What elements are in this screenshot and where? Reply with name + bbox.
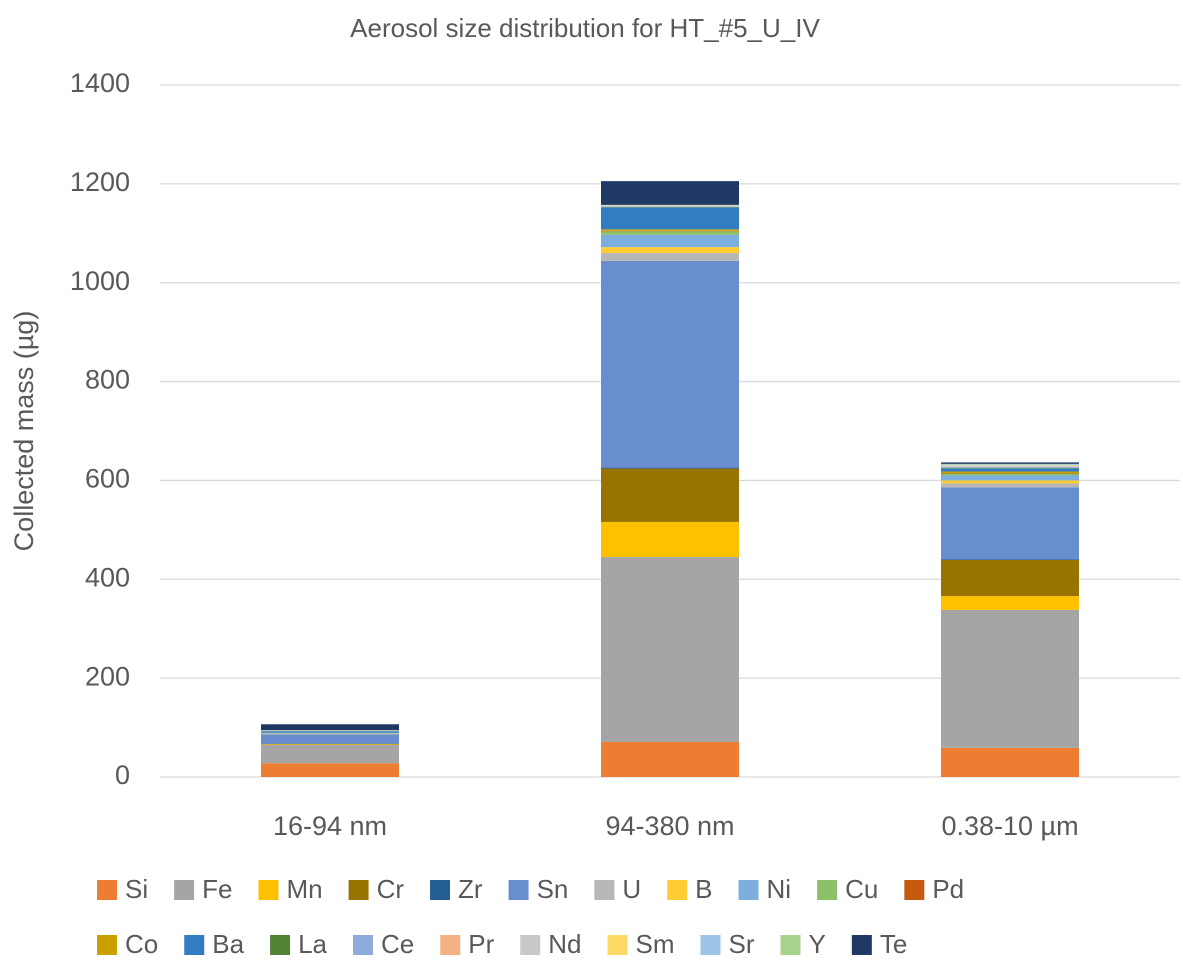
y-tick-label: 800	[85, 365, 130, 395]
bar-segment	[601, 467, 739, 469]
bar-segment	[601, 741, 739, 777]
bar-segment	[601, 229, 739, 231]
bar-segment	[941, 480, 1079, 484]
legend-label: U	[622, 874, 641, 904]
bar-segment	[601, 231, 739, 235]
bar-segment	[601, 521, 739, 558]
legend-swatch	[97, 880, 117, 900]
legend-swatch	[738, 880, 759, 900]
bar-segment	[601, 260, 739, 468]
bar-segment	[941, 468, 1079, 472]
legend-swatch	[520, 935, 541, 955]
legend-label: Y	[808, 929, 825, 959]
legend-label: Zr	[458, 874, 483, 904]
y-tick-label: 200	[85, 661, 130, 691]
bar-segment	[601, 253, 739, 261]
legend-swatch	[270, 935, 291, 955]
legend-swatch	[700, 935, 721, 955]
bar-segment	[601, 207, 739, 230]
bar-segment	[941, 471, 1079, 474]
bar-segment	[941, 475, 1079, 481]
bar-segment	[261, 731, 399, 733]
x-tick-label: 16-94 nm	[273, 811, 387, 841]
bar-segment	[261, 734, 399, 744]
bar-segment	[941, 596, 1079, 610]
legend-label: Cu	[845, 874, 878, 904]
bar-segment	[941, 465, 1079, 467]
x-tick-label: 0.38-10 µm	[941, 811, 1078, 841]
legend-label: Nd	[548, 929, 581, 959]
bar-segment	[261, 744, 399, 764]
y-axis-label: Collected mass (µg)	[9, 311, 39, 552]
legend-label: Ce	[381, 929, 414, 959]
legend-swatch	[667, 880, 688, 900]
legend-label: Sm	[635, 929, 674, 959]
legend-swatch	[851, 935, 872, 955]
y-tick-label: 1000	[70, 266, 130, 296]
legend-swatch	[594, 880, 615, 900]
y-tick-label: 400	[85, 562, 130, 592]
legend-label: Pd	[932, 874, 964, 904]
bar-segment	[601, 468, 739, 522]
bar-segment	[941, 464, 1079, 466]
bar-segment	[941, 560, 1079, 597]
legend-label: Te	[880, 929, 907, 959]
bar-segment	[941, 467, 1079, 469]
legend-swatch	[352, 935, 373, 955]
legend-label: Sr	[728, 929, 754, 959]
bar-segment	[261, 763, 399, 777]
bar-segment	[261, 724, 399, 731]
legend-label: Pr	[468, 929, 494, 959]
legend-label: Ni	[767, 874, 792, 904]
legend-swatch	[817, 880, 838, 900]
x-tick-label: 94-380 nm	[605, 811, 734, 841]
bar-segment	[941, 462, 1079, 464]
bar-segment	[941, 747, 1079, 777]
legend-label: Cr	[377, 874, 405, 904]
legend-swatch	[174, 880, 195, 900]
bar-segment	[601, 557, 739, 742]
legend-swatch	[780, 935, 801, 955]
bar-segment	[941, 473, 1079, 476]
legend-swatch	[258, 880, 279, 900]
legend-label: Sn	[537, 874, 569, 904]
legend-label: Co	[125, 929, 158, 959]
legend-label: Fe	[202, 874, 232, 904]
legend-label: La	[298, 929, 327, 959]
bar-segment	[601, 247, 739, 254]
legend-swatch	[904, 880, 925, 900]
chart-title: Aerosol size distribution for HT_#5_U_IV	[350, 13, 820, 43]
y-tick-label: 1400	[70, 68, 130, 98]
y-tick-label: 1200	[70, 167, 130, 197]
bar-segment	[601, 234, 739, 248]
legend-swatch	[607, 935, 628, 955]
legend-swatch	[348, 880, 369, 900]
bar-segment	[941, 487, 1079, 560]
legend-swatch	[430, 880, 451, 900]
legend-label: Mn	[286, 874, 322, 904]
bar-segment	[941, 609, 1079, 748]
y-tick-label: 600	[85, 464, 130, 494]
legend-label: B	[695, 874, 712, 904]
legend-label: Ba	[212, 929, 244, 959]
legend-label: Si	[125, 874, 148, 904]
legend-swatch	[184, 935, 205, 955]
legend-swatch	[508, 880, 529, 900]
legend-swatch	[97, 935, 117, 955]
bar-segment	[601, 181, 739, 205]
y-tick-label: 0	[115, 760, 130, 790]
legend-swatch	[440, 935, 461, 955]
bar-segment	[941, 483, 1079, 488]
